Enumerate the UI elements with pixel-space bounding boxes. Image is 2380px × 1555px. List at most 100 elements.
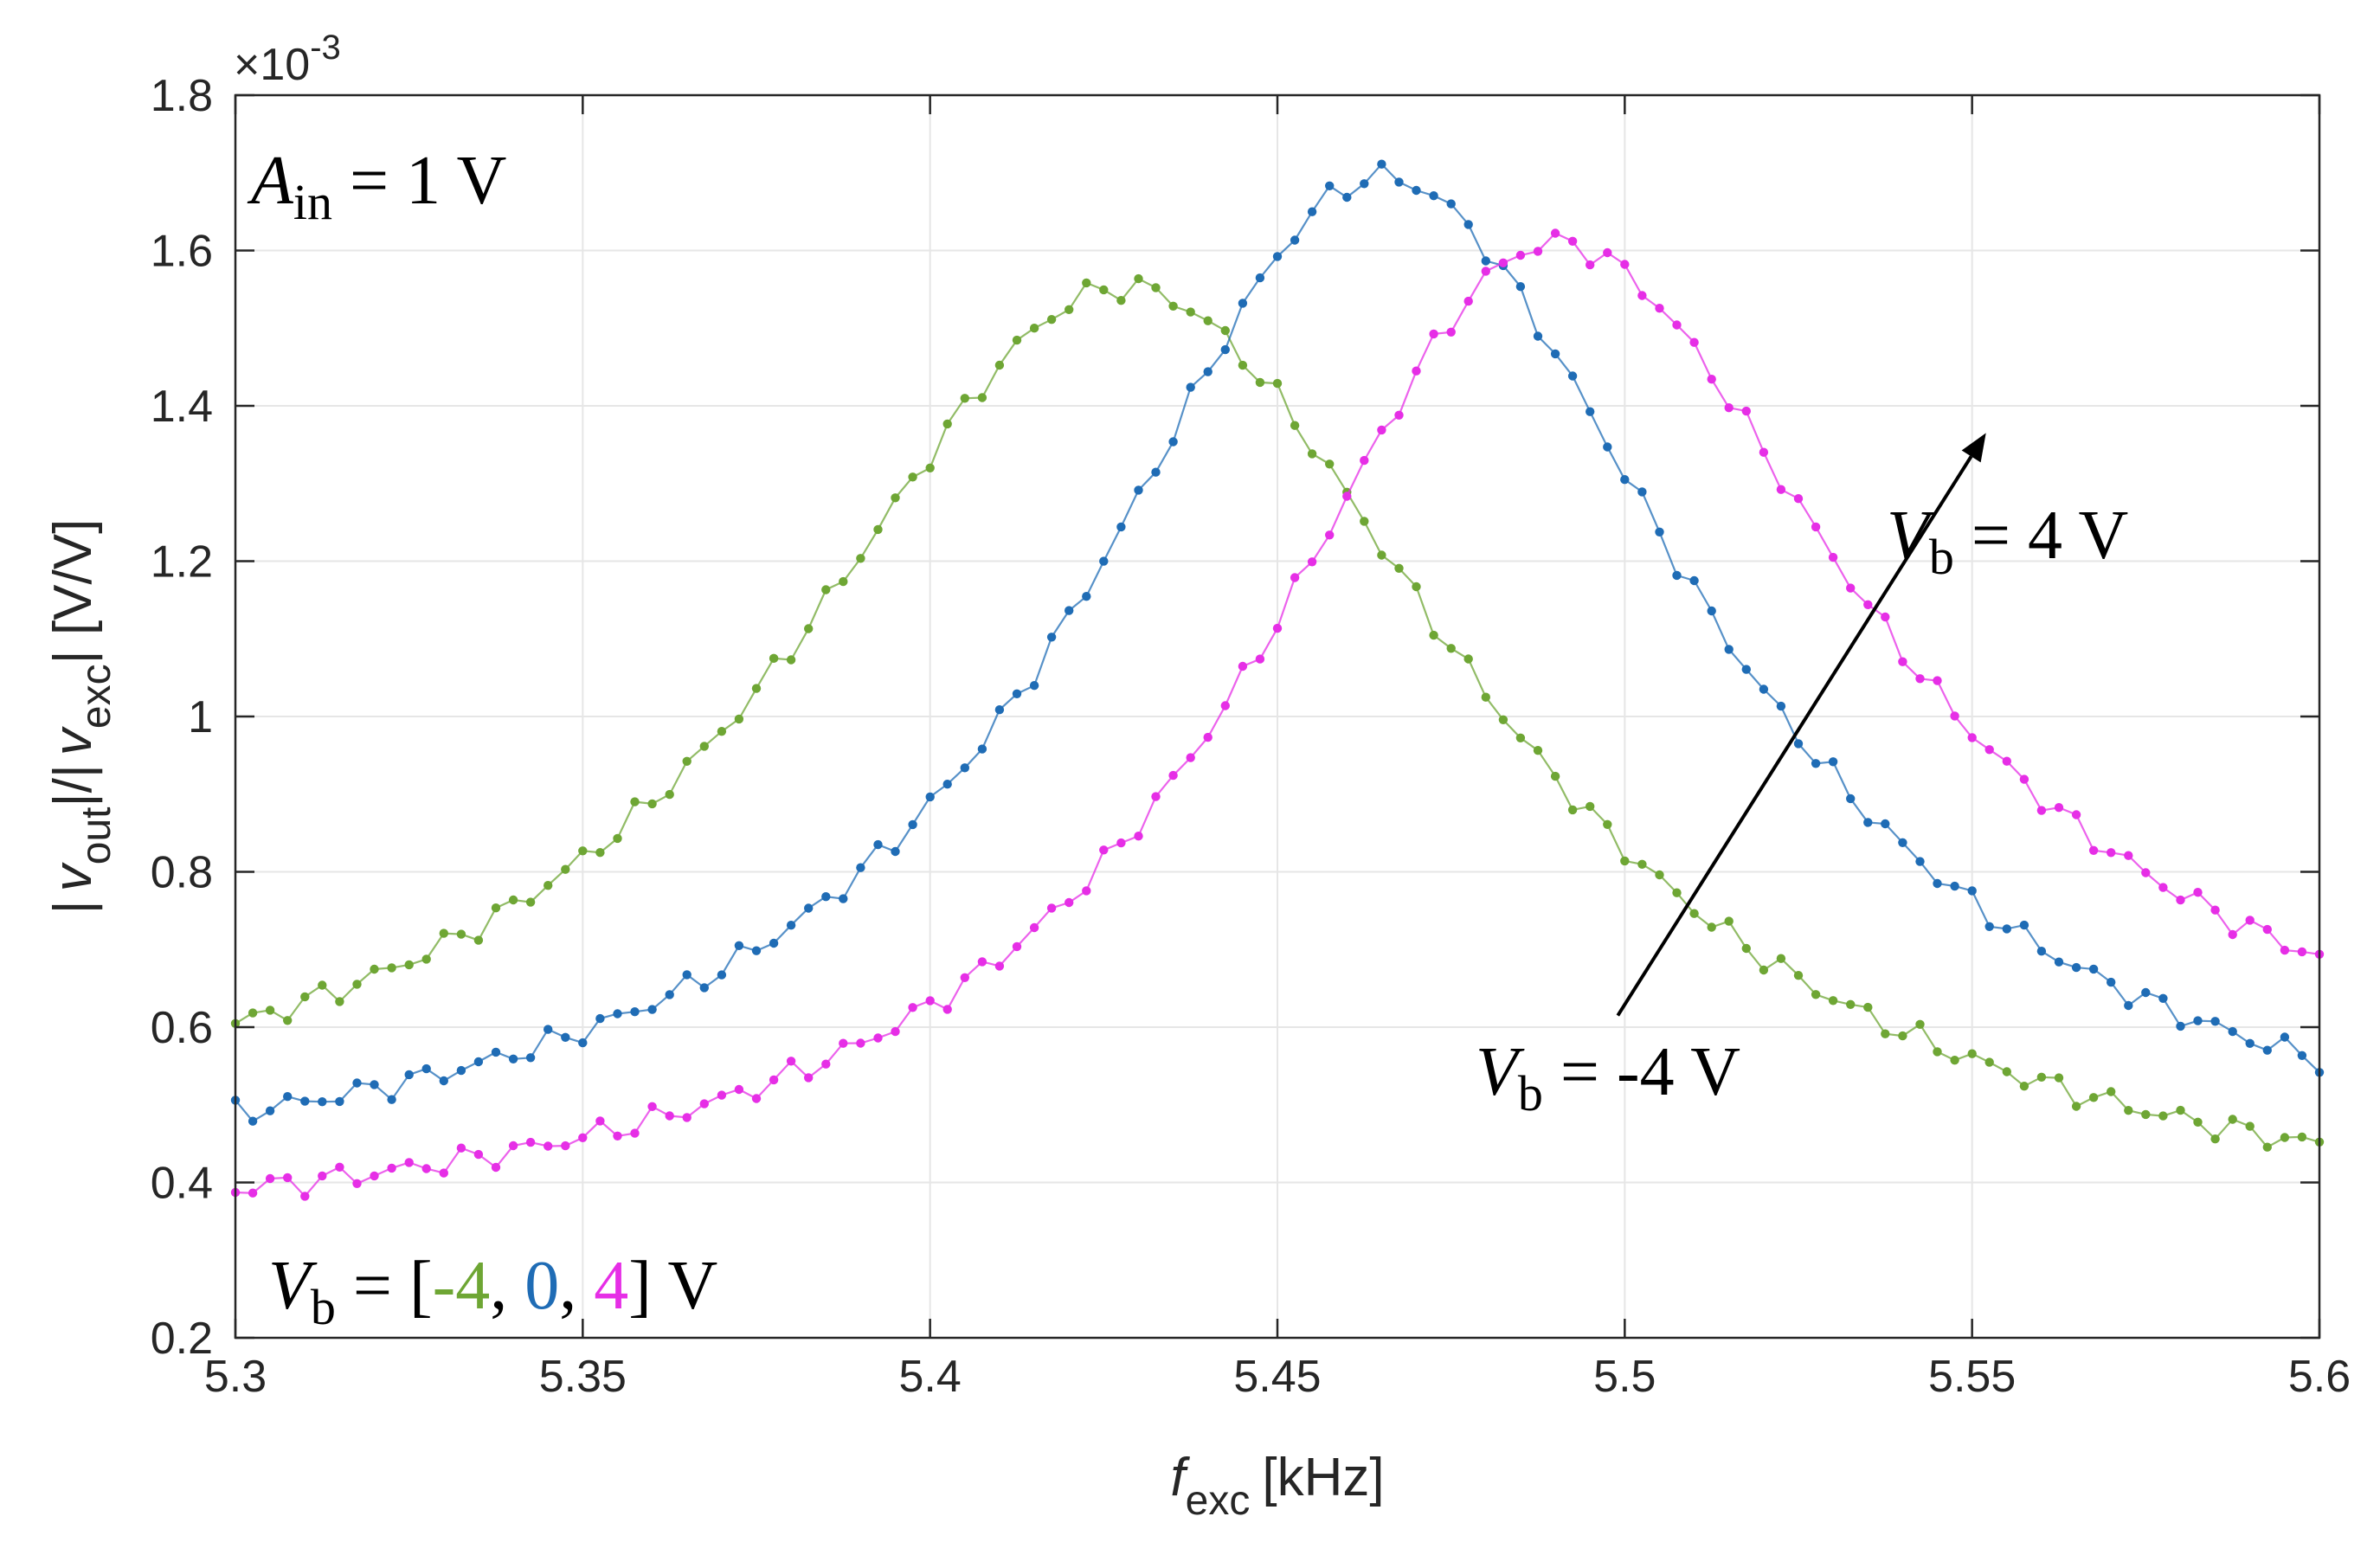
- data-point: [283, 1173, 293, 1183]
- y-tick-label: 0.8: [151, 848, 213, 898]
- y-exponent: ×10-3: [234, 29, 341, 90]
- data-point: [544, 881, 553, 890]
- data-point: [265, 1106, 275, 1115]
- annotation-vb-high: Vb = 4 V: [1887, 498, 2128, 585]
- y-tick-label: 1: [188, 692, 213, 742]
- data-point: [1307, 207, 1317, 216]
- data-point: [1620, 475, 1630, 485]
- data-point: [613, 1009, 622, 1018]
- data-point: [821, 585, 831, 594]
- data-point: [1863, 1002, 1873, 1012]
- data-point: [1012, 335, 1022, 345]
- data-point: [1933, 1047, 1942, 1057]
- data-point: [370, 964, 379, 974]
- data-point: [1446, 644, 1456, 653]
- data-point: [630, 1007, 640, 1017]
- data-point: [508, 1054, 518, 1064]
- data-point: [595, 1013, 605, 1024]
- data-point: [387, 1095, 396, 1104]
- data-point: [1603, 247, 1612, 258]
- data-point: [1012, 941, 1022, 952]
- data-point: [1377, 159, 1386, 169]
- data-point: [630, 1128, 640, 1138]
- data-point: [2071, 962, 2081, 973]
- data-point: [856, 1038, 865, 1048]
- data-point: [2158, 883, 2168, 892]
- data-point: [2002, 924, 2011, 934]
- data-point: [925, 463, 935, 472]
- data-point: [508, 1141, 518, 1151]
- data-point: [1776, 485, 1786, 494]
- data-point: [1967, 886, 1977, 896]
- data-point: [1168, 301, 1178, 311]
- data-point: [1533, 746, 1543, 755]
- data-point: [1394, 177, 1404, 187]
- data-point: [1481, 267, 1491, 276]
- data-point: [1046, 633, 1057, 642]
- data-point: [1220, 701, 1231, 710]
- data-point: [647, 799, 657, 809]
- data-point: [370, 1080, 379, 1089]
- data-point: [1724, 403, 1734, 413]
- data-point: [300, 1096, 310, 1106]
- data-point: [1603, 819, 1612, 829]
- data-point: [1793, 971, 1804, 980]
- data-point: [2036, 947, 2047, 956]
- data-point: [1272, 252, 1283, 261]
- data-point: [525, 897, 536, 907]
- data-point: [769, 653, 779, 663]
- data-point: [561, 1141, 570, 1151]
- data-point: [1307, 449, 1317, 459]
- data-point: [1898, 1031, 1907, 1041]
- data-point: [786, 921, 796, 930]
- data-point: [1134, 832, 1143, 841]
- data-point: [1082, 592, 1091, 601]
- data-point: [1012, 689, 1022, 698]
- data-point: [525, 1137, 536, 1147]
- arrow-layer: [1616, 433, 1986, 1017]
- data-point: [439, 1168, 448, 1178]
- data-point: [1967, 733, 1977, 742]
- data-point: [1412, 366, 1421, 376]
- data-point: [300, 1192, 310, 1201]
- data-point: [1272, 378, 1283, 389]
- data-point: [1637, 859, 1647, 869]
- data-point: [1828, 996, 1838, 1006]
- data-point: [804, 624, 814, 633]
- data-point: [1586, 407, 1595, 416]
- data-point: [1377, 550, 1386, 560]
- data-point: [370, 1171, 379, 1181]
- y-tick-label: 1.2: [151, 537, 213, 588]
- data-point: [1446, 327, 1456, 337]
- data-point: [1759, 447, 1769, 457]
- data-point: [1203, 367, 1213, 376]
- data-point: [404, 1158, 414, 1167]
- data-point: [1655, 870, 1664, 880]
- x-axis-label: fexc [kHz]: [1170, 1448, 1384, 1524]
- data-point: [1620, 856, 1630, 866]
- data-point: [2019, 920, 2029, 930]
- data-point: [248, 1116, 258, 1126]
- data-point: [1116, 838, 1126, 848]
- data-point: [1881, 819, 1890, 829]
- data-point: [873, 839, 883, 850]
- legend-annotation: Vb = [-4, 0, 4] V: [268, 1248, 717, 1335]
- data-point: [1707, 922, 1716, 932]
- data-point: [318, 1171, 327, 1181]
- x-tick-label: 5.3: [204, 1352, 267, 1402]
- data-point: [544, 1141, 553, 1151]
- series-1: [230, 159, 2325, 1126]
- data-point: [404, 960, 414, 970]
- data-point: [1151, 792, 1161, 801]
- data-point: [942, 1005, 952, 1014]
- data-point: [1863, 818, 1873, 827]
- data-point: [421, 1063, 431, 1074]
- data-point: [421, 954, 431, 964]
- data-point: [2141, 1109, 2151, 1120]
- data-point: [1515, 282, 1526, 292]
- data-point: [2245, 1038, 2255, 1049]
- data-point: [2054, 1073, 2064, 1083]
- data-point: [925, 996, 935, 1006]
- data-point: [544, 1025, 553, 1034]
- data-point: [1724, 645, 1734, 654]
